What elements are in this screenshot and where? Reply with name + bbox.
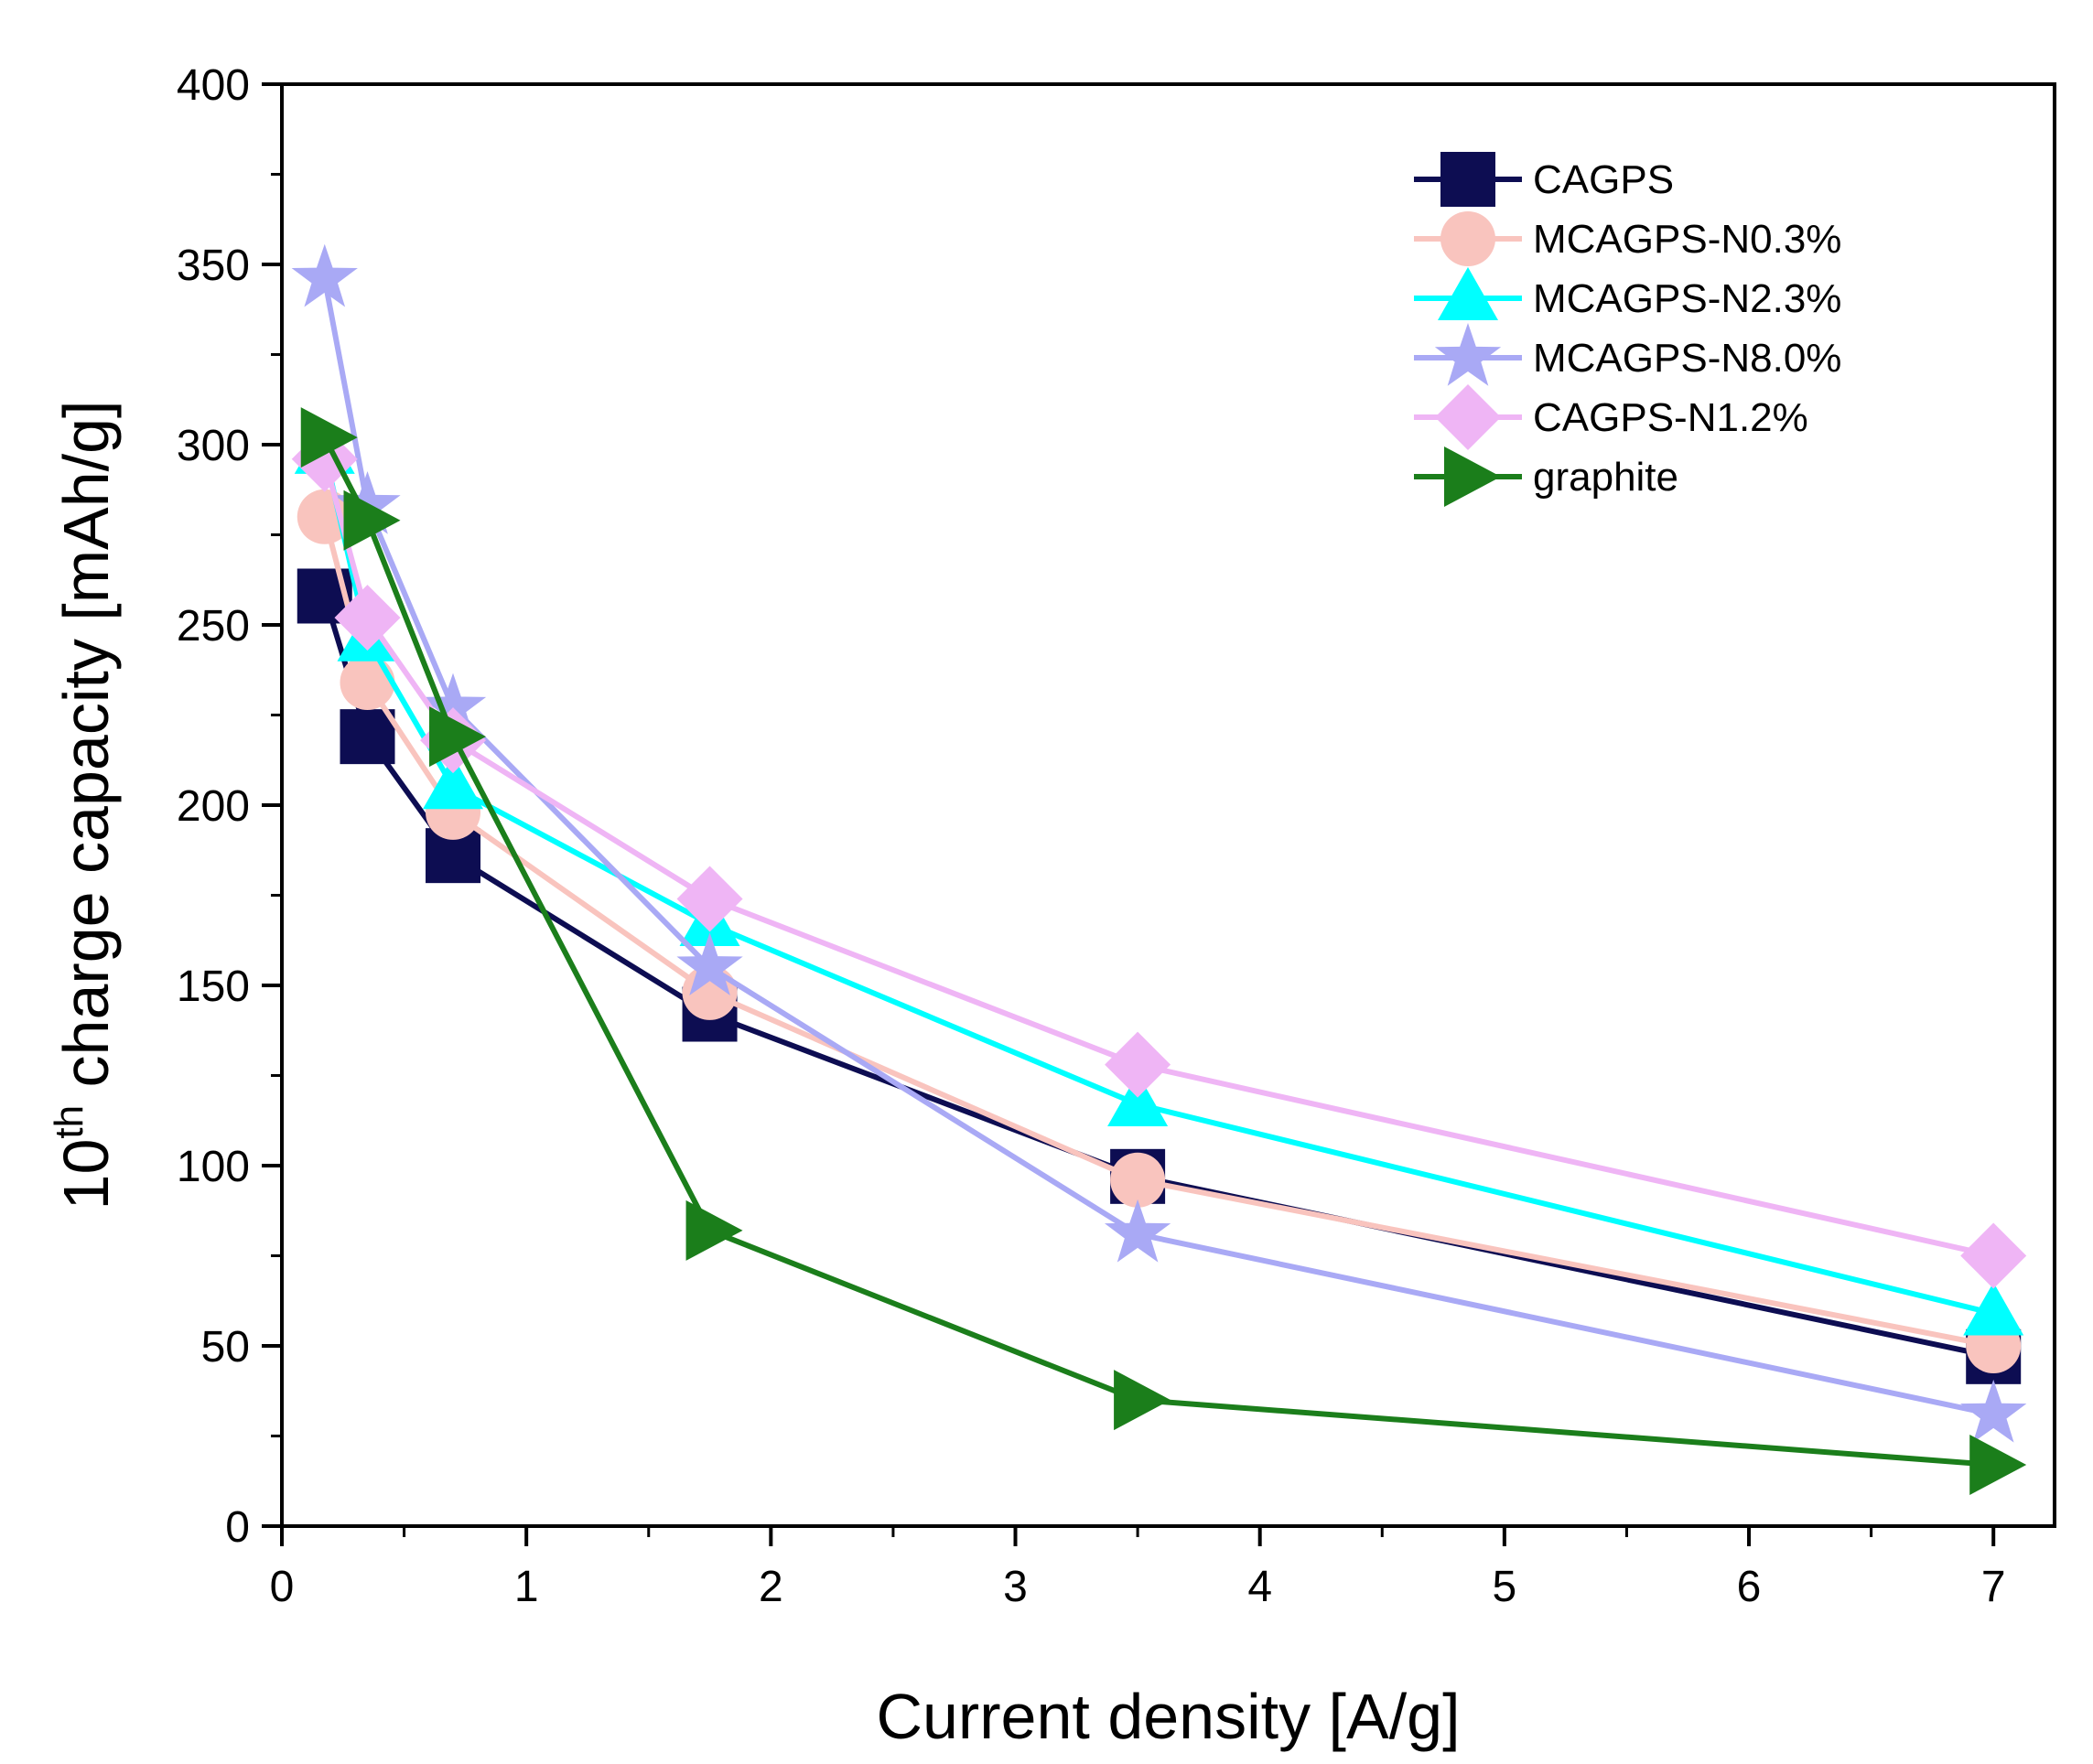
data-point: [676, 932, 743, 996]
legend-entry: MCAGPS-N8.0%: [1414, 323, 1841, 386]
x-tick-label: 2: [759, 1563, 783, 1611]
legend-marker: [1444, 446, 1501, 507]
legend-marker: [1438, 267, 1498, 320]
y-axis-title: 10th charge capacity [mAh/g]: [47, 401, 122, 1210]
y-tick-label: 350: [177, 242, 250, 290]
legend-label: MCAGPS-N2.3%: [1533, 276, 1841, 321]
legend-label: graphite: [1533, 455, 1678, 500]
legend-label: CAGPS-N1.2%: [1533, 395, 1808, 440]
y-axis-title-superscript: th: [47, 1105, 92, 1139]
legend-label: MCAGPS-N0.3%: [1533, 217, 1841, 262]
data-point: [300, 407, 358, 468]
data-point: [340, 655, 395, 711]
legend-label: CAGPS: [1533, 157, 1674, 202]
legend-entry: CAGPS-N1.2%: [1414, 384, 1808, 450]
legend-marker: [1440, 211, 1495, 266]
legend-marker: [1435, 384, 1501, 450]
y-axis-title-suffix: charge capacity [mAh/g]: [50, 401, 122, 1105]
data-point: [1107, 1073, 1169, 1127]
legend-entry: MCAGPS-N2.3%: [1414, 267, 1841, 321]
data-point: [423, 756, 484, 810]
data-point: [676, 866, 743, 932]
data-point: [1110, 1152, 1166, 1208]
x-tick-label: 0: [270, 1563, 295, 1611]
axis-tick-labels: 0 1 2 3 4 5 6 7 0 50 100 150 200 250 300 350 400: [177, 61, 2006, 1611]
data-point: [1114, 1370, 1171, 1431]
data-point: [1104, 1199, 1171, 1263]
y-tick-label: 0: [225, 1503, 250, 1552]
data-point: [343, 489, 401, 551]
axis-ticks: [262, 82, 1996, 1546]
legend-label: MCAGPS-N8.0%: [1533, 336, 1841, 381]
legend-marker: [1440, 152, 1495, 207]
series-layer: [291, 243, 2027, 1496]
data-point: [419, 672, 487, 737]
y-tick-label: 150: [177, 963, 250, 1011]
series-CAGPS: [297, 568, 2022, 1384]
x-tick-label: 6: [1737, 1563, 1762, 1611]
legend-entry: CAGPS: [1414, 152, 1674, 207]
data-point: [1963, 1282, 2024, 1336]
series-line: [321, 278, 1994, 1417]
data-point: [1105, 1031, 1171, 1098]
data-point: [334, 585, 401, 651]
data-point: [334, 470, 401, 534]
x-tick-label: 7: [1981, 1563, 2006, 1611]
series-graphite: [300, 407, 2027, 1496]
y-tick-label: 300: [177, 422, 250, 470]
data-point: [429, 706, 487, 768]
legend-entry: MCAGPS-N0.3%: [1414, 211, 1841, 266]
series-MCAGPS-N8.0%: [291, 243, 2027, 1443]
data-point: [291, 243, 358, 307]
y-tick-label: 250: [177, 602, 250, 651]
data-point: [1960, 1379, 2027, 1443]
x-tick-label: 5: [1493, 1563, 1517, 1611]
y-tick-label: 200: [177, 782, 250, 831]
x-axis-title: Current density [A/g]: [876, 1681, 1460, 1752]
series-line: [322, 436, 1994, 1468]
legend-marker: [1434, 323, 1502, 386]
x-tick-label: 1: [514, 1563, 539, 1611]
data-point: [1969, 1435, 2027, 1496]
data-point: [1960, 1222, 2027, 1289]
y-tick-label: 400: [177, 61, 250, 110]
y-tick-label: 100: [177, 1143, 250, 1191]
legend: CAGPS MCAGPS-N0.3% MCAGPS-N2.3% MCAGPS-N8.0…: [1414, 152, 1841, 507]
y-tick-label: 50: [201, 1323, 250, 1371]
y-axis-title-prefix: 10: [50, 1139, 122, 1210]
legend-entry: graphite: [1414, 446, 1678, 507]
data-point: [685, 1199, 743, 1261]
x-tick-label: 4: [1247, 1563, 1272, 1611]
x-tick-label: 3: [1003, 1563, 1028, 1611]
series-line: [321, 457, 1994, 1259]
data-point: [340, 709, 395, 765]
